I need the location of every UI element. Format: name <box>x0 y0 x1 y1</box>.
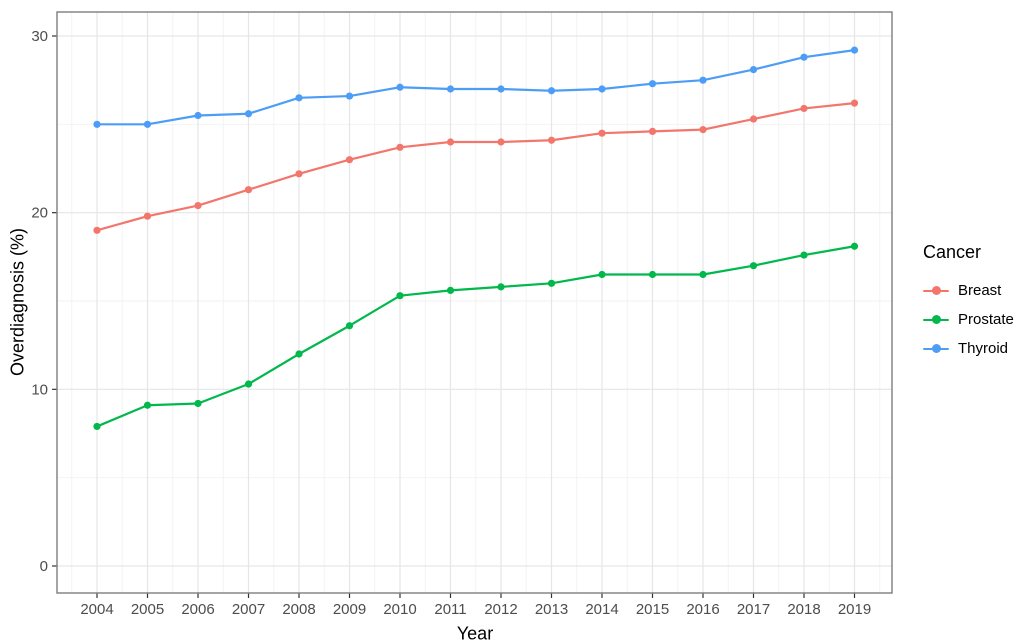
y-tick-label: 30 <box>31 28 48 45</box>
data-point-prostate <box>800 251 808 259</box>
legend-title: Cancer <box>923 242 982 262</box>
data-point-breast <box>93 226 101 234</box>
data-point-prostate <box>598 270 606 279</box>
x-tick-label: 2010 <box>383 601 416 618</box>
data-point-breast <box>194 202 202 210</box>
data-point-breast <box>800 104 808 113</box>
data-point-breast <box>244 186 253 194</box>
legend-item-thyroid: Thyroid <box>915 334 1023 363</box>
data-point-prostate <box>497 283 505 291</box>
data-point-thyroid <box>850 46 859 54</box>
y-axis-title: Overdiagnosis (%) <box>7 227 28 377</box>
data-point-thyroid <box>749 65 758 74</box>
series-line-thyroid <box>95 49 856 126</box>
x-tick-label: 2015 <box>636 601 669 618</box>
data-point-breast <box>497 138 505 146</box>
legend-label-thyroid: Thyroid <box>958 340 1009 357</box>
data-point-prostate <box>547 279 556 287</box>
data-point-thyroid <box>396 83 404 91</box>
x-tick-label: 2012 <box>484 601 517 618</box>
x-tick-label: 2013 <box>535 601 568 618</box>
data-point-thyroid <box>446 85 455 93</box>
data-point-prostate <box>143 401 152 409</box>
legend-label-prostate: Prostate <box>958 311 1014 328</box>
x-tick-label: 2006 <box>181 601 214 618</box>
data-point-breast <box>699 126 707 134</box>
data-point-thyroid <box>295 94 303 102</box>
x-tick-label: 2018 <box>787 601 820 618</box>
x-tick-label: 2007 <box>232 601 265 618</box>
data-point-prostate <box>699 270 707 279</box>
data-point-prostate <box>749 262 758 270</box>
data-point-prostate <box>850 242 859 250</box>
data-point-thyroid <box>497 85 505 93</box>
panel-background <box>57 12 892 593</box>
data-point-breast <box>345 156 354 164</box>
data-point-breast <box>547 136 556 144</box>
x-tick-label: 2011 <box>434 601 466 618</box>
panel-border <box>56 11 893 594</box>
y-tick-label: 20 <box>31 205 48 222</box>
y-tick-label: 0 <box>40 558 48 575</box>
data-point-breast <box>850 99 859 107</box>
data-point-breast <box>143 212 152 220</box>
data-point-breast <box>446 138 455 146</box>
x-tick-label: 2019 <box>838 601 871 618</box>
legend-key-breast-icon <box>923 285 949 297</box>
series-line-breast <box>95 102 856 232</box>
data-point-prostate <box>396 292 404 300</box>
data-point-prostate <box>295 350 303 358</box>
x-axis-title: Year <box>456 623 494 644</box>
x-tick-label: 2009 <box>333 601 366 618</box>
data-point-thyroid <box>800 53 808 61</box>
x-tick-label: 2016 <box>686 601 719 618</box>
data-point-breast <box>295 170 303 178</box>
legend-label-breast: Breast <box>958 282 1002 299</box>
data-point-thyroid <box>648 80 657 88</box>
data-point-prostate <box>345 322 354 330</box>
legend: Cancer Breast Prostate Thyroid <box>915 242 1023 363</box>
data-point-thyroid <box>699 76 707 84</box>
data-point-prostate <box>648 270 657 279</box>
x-tick-label: 2008 <box>282 601 315 618</box>
data-point-prostate <box>194 399 202 408</box>
data-point-thyroid <box>244 110 253 118</box>
data-point-thyroid <box>143 120 152 128</box>
data-point-breast <box>396 143 404 151</box>
legend-item-prostate: Prostate <box>915 305 1023 334</box>
legend-key-prostate-icon <box>923 314 949 326</box>
data-point-prostate <box>446 286 455 294</box>
series-line-prostate <box>95 245 856 428</box>
data-point-thyroid <box>598 85 606 93</box>
x-tick-label: 2014 <box>585 601 618 618</box>
x-tick-label: 2017 <box>737 601 770 618</box>
data-point-thyroid <box>194 111 202 120</box>
y-tick-label: 10 <box>31 381 48 398</box>
data-point-thyroid <box>93 120 101 128</box>
data-point-breast <box>749 115 758 123</box>
data-point-prostate <box>93 422 101 431</box>
data-point-breast <box>598 129 606 137</box>
data-point-thyroid <box>345 92 354 100</box>
data-point-breast <box>648 127 657 135</box>
data-point-prostate <box>244 380 253 388</box>
data-point-thyroid <box>547 87 556 95</box>
legend-key-thyroid-icon <box>923 343 949 355</box>
legend-item-breast: Breast <box>915 276 1023 305</box>
x-tick-label: 2004 <box>80 601 113 618</box>
x-tick-label: 2005 <box>131 601 164 618</box>
